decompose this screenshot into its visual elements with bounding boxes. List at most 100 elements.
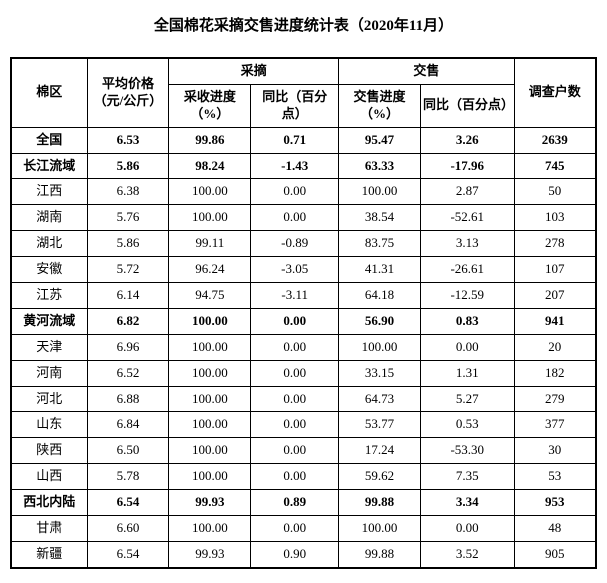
cell-harvest-yoy: 0.00 [251, 360, 339, 386]
cell-sale-prog: 33.15 [339, 360, 421, 386]
cell-harvest-yoy: 0.00 [251, 386, 339, 412]
cell-price: 6.82 [87, 308, 169, 334]
cell-sale-prog: 99.88 [339, 541, 421, 567]
header-sale-group: 交售 [339, 58, 514, 84]
cell-sale-prog: 99.88 [339, 490, 421, 516]
cell-sale-yoy: 1.31 [420, 360, 514, 386]
cell-sale-prog: 17.24 [339, 438, 421, 464]
cell-price: 6.54 [87, 490, 169, 516]
table-row: 长江流域5.8698.24-1.4363.33-17.96745 [11, 153, 596, 179]
header-price: 平均价格（元/公斤） [87, 58, 169, 127]
cell-sale-yoy: 0.53 [420, 412, 514, 438]
table-row: 湖北5.8699.11-0.8983.753.13278 [11, 231, 596, 257]
cell-price: 6.60 [87, 516, 169, 542]
cell-harvest-yoy: 0.00 [251, 438, 339, 464]
cell-harvest-prog: 100.00 [169, 438, 251, 464]
header-survey: 调查户数 [514, 58, 596, 127]
cell-harvest-yoy: 0.71 [251, 127, 339, 153]
table-row: 河北6.88100.000.0064.735.27279 [11, 386, 596, 412]
table-row: 安徽5.7296.24-3.0541.31-26.61107 [11, 257, 596, 283]
cell-survey: 53 [514, 464, 596, 490]
cell-survey: 20 [514, 334, 596, 360]
table-row: 山东6.84100.000.0053.770.53377 [11, 412, 596, 438]
cell-survey: 745 [514, 153, 596, 179]
cell-region: 河南 [11, 360, 87, 386]
cell-harvest-yoy: 0.00 [251, 516, 339, 542]
table-row: 西北内陆6.5499.930.8999.883.34953 [11, 490, 596, 516]
cell-sale-yoy: 7.35 [420, 464, 514, 490]
cell-harvest-yoy: -3.11 [251, 283, 339, 309]
cell-harvest-yoy: 0.00 [251, 308, 339, 334]
cell-survey: 103 [514, 205, 596, 231]
cell-region: 江苏 [11, 283, 87, 309]
cell-region: 安徽 [11, 257, 87, 283]
cell-price: 6.88 [87, 386, 169, 412]
table-row: 黄河流域6.82100.000.0056.900.83941 [11, 308, 596, 334]
table-title: 全国棉花采摘交售进度统计表（2020年11月） [10, 14, 597, 35]
cell-sale-prog: 38.54 [339, 205, 421, 231]
cell-survey: 207 [514, 283, 596, 309]
cell-region: 甘肃 [11, 516, 87, 542]
cell-sale-yoy: 3.34 [420, 490, 514, 516]
cell-price: 5.72 [87, 257, 169, 283]
table-row: 河南6.52100.000.0033.151.31182 [11, 360, 596, 386]
cell-harvest-prog: 98.24 [169, 153, 251, 179]
table-body: 全国6.5399.860.7195.473.262639长江流域5.8698.2… [11, 127, 596, 568]
cell-sale-prog: 59.62 [339, 464, 421, 490]
cell-sale-prog: 53.77 [339, 412, 421, 438]
cell-region: 山西 [11, 464, 87, 490]
cell-sale-prog: 100.00 [339, 179, 421, 205]
cell-harvest-yoy: 0.00 [251, 334, 339, 360]
cell-price: 6.53 [87, 127, 169, 153]
cell-harvest-prog: 100.00 [169, 205, 251, 231]
table-row: 湖南5.76100.000.0038.54-52.61103 [11, 205, 596, 231]
cell-survey: 48 [514, 516, 596, 542]
cell-region: 全国 [11, 127, 87, 153]
cell-sale-yoy: 0.00 [420, 334, 514, 360]
cell-harvest-prog: 99.11 [169, 231, 251, 257]
cell-harvest-yoy: 0.00 [251, 412, 339, 438]
cell-harvest-yoy: 0.00 [251, 464, 339, 490]
table-row: 全国6.5399.860.7195.473.262639 [11, 127, 596, 153]
header-harvest-prog: 采收进度（%） [169, 84, 251, 127]
cell-survey: 941 [514, 308, 596, 334]
cell-harvest-prog: 99.86 [169, 127, 251, 153]
cell-sale-prog: 64.18 [339, 283, 421, 309]
table-row: 新疆6.5499.930.9099.883.52905 [11, 541, 596, 567]
cell-survey: 107 [514, 257, 596, 283]
cell-survey: 279 [514, 386, 596, 412]
cell-price: 5.86 [87, 231, 169, 257]
cell-price: 6.50 [87, 438, 169, 464]
cell-survey: 50 [514, 179, 596, 205]
table-row: 天津6.96100.000.00100.000.0020 [11, 334, 596, 360]
cell-harvest-prog: 99.93 [169, 490, 251, 516]
cell-region: 江西 [11, 179, 87, 205]
cell-sale-yoy: 3.13 [420, 231, 514, 257]
cell-survey: 905 [514, 541, 596, 567]
cell-region: 湖南 [11, 205, 87, 231]
table-header: 棉区 平均价格（元/公斤） 采摘 交售 调查户数 采收进度（%） 同比（百分点）… [11, 58, 596, 127]
cell-harvest-prog: 100.00 [169, 308, 251, 334]
cell-sale-prog: 41.31 [339, 257, 421, 283]
header-sale-yoy: 同比（百分点） [420, 84, 514, 127]
cell-price: 6.52 [87, 360, 169, 386]
cell-survey: 377 [514, 412, 596, 438]
cell-region: 西北内陆 [11, 490, 87, 516]
cell-price: 6.54 [87, 541, 169, 567]
cell-harvest-prog: 100.00 [169, 516, 251, 542]
cell-sale-yoy: -17.96 [420, 153, 514, 179]
cell-region: 河北 [11, 386, 87, 412]
cell-sale-prog: 100.00 [339, 516, 421, 542]
table-row: 江西6.38100.000.00100.002.8750 [11, 179, 596, 205]
cell-harvest-prog: 94.75 [169, 283, 251, 309]
cell-region: 陕西 [11, 438, 87, 464]
cell-sale-yoy: 2.87 [420, 179, 514, 205]
cell-price: 6.14 [87, 283, 169, 309]
header-harvest-group: 采摘 [169, 58, 339, 84]
cell-harvest-prog: 100.00 [169, 334, 251, 360]
cell-harvest-prog: 100.00 [169, 360, 251, 386]
header-region: 棉区 [11, 58, 87, 127]
cell-price: 6.84 [87, 412, 169, 438]
cell-harvest-yoy: 0.00 [251, 205, 339, 231]
cell-harvest-yoy: 0.00 [251, 179, 339, 205]
